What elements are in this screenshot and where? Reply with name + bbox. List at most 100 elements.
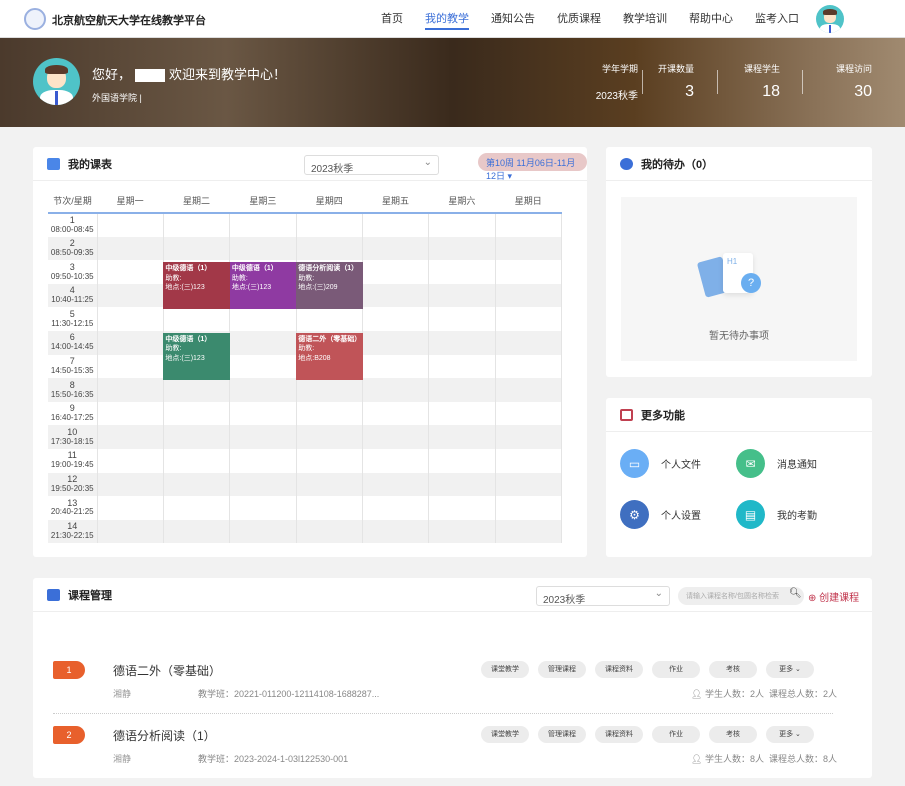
course-action-button[interactable]: 课程资料 (595, 661, 643, 678)
schedule-cell[interactable] (229, 401, 297, 426)
schedule-cell[interactable] (97, 378, 164, 402)
schedule-cell[interactable] (229, 330, 297, 355)
function-folder[interactable]: ▭ 个人文件 (620, 449, 701, 478)
course-action-button[interactable]: 课堂教学 (481, 661, 529, 678)
schedule-cell[interactable] (428, 307, 496, 331)
schedule-cell[interactable] (428, 354, 496, 379)
course-action-button[interactable]: 更多 ⌄ (766, 661, 814, 678)
schedule-cell[interactable] (428, 519, 496, 544)
course-action-button[interactable]: 更多 ⌄ (766, 726, 814, 743)
course-block[interactable]: 中级德语（1） 助教: 地点:(三)123 (163, 333, 230, 381)
schedule-cell[interactable] (362, 330, 430, 355)
schedule-cell[interactable] (296, 425, 363, 449)
course-action-button[interactable]: 考核 (709, 726, 757, 743)
schedule-cell[interactable] (229, 448, 297, 473)
schedule-cell[interactable] (428, 378, 496, 402)
schedule-cell[interactable] (362, 401, 430, 426)
schedule-cell[interactable] (97, 472, 164, 497)
schedule-cell[interactable] (495, 401, 563, 426)
schedule-cell[interactable] (362, 519, 430, 544)
schedule-cell[interactable] (495, 472, 563, 497)
schedule-cell[interactable] (495, 236, 563, 261)
course-title[interactable]: 德语二外（零基础） (113, 664, 222, 678)
schedule-cell[interactable] (495, 496, 563, 520)
schedule-cell[interactable] (296, 236, 363, 261)
course-action-button[interactable]: 课堂教学 (481, 726, 529, 743)
schedule-cell[interactable] (296, 378, 363, 402)
schedule-cell[interactable] (296, 401, 363, 426)
schedule-cell[interactable] (163, 213, 231, 237)
schedule-cell[interactable] (362, 213, 430, 237)
schedule-cell[interactable] (362, 425, 430, 449)
schedule-cell[interactable] (229, 472, 297, 497)
schedule-cell[interactable] (428, 236, 496, 261)
course-term-select[interactable]: 2023秋季 (536, 586, 670, 606)
course-action-button[interactable]: 作业 (652, 661, 700, 678)
schedule-cell[interactable] (362, 448, 430, 473)
schedule-cell[interactable] (428, 213, 496, 237)
schedule-cell[interactable] (362, 283, 430, 308)
course-block[interactable]: 德语分析阅读（1） 助教: 地点:(三)209 (296, 262, 363, 310)
schedule-cell[interactable] (495, 519, 563, 544)
schedule-cell[interactable] (428, 472, 496, 497)
schedule-cell[interactable] (97, 401, 164, 426)
schedule-cell[interactable] (229, 354, 297, 379)
schedule-cell[interactable] (428, 283, 496, 308)
schedule-cell[interactable] (163, 519, 231, 544)
schedule-cell[interactable] (362, 307, 430, 331)
schedule-cell[interactable] (97, 425, 164, 449)
schedule-cell[interactable] (495, 425, 563, 449)
schedule-cell[interactable] (495, 260, 563, 284)
schedule-cell[interactable] (495, 330, 563, 355)
schedule-cell[interactable] (97, 354, 164, 379)
schedule-cell[interactable] (163, 425, 231, 449)
schedule-cell[interactable] (229, 213, 297, 237)
schedule-cell[interactable] (362, 354, 430, 379)
schedule-cell[interactable] (163, 496, 231, 520)
nav-home[interactable]: 首页 (381, 13, 403, 25)
function-mail[interactable]: ✉ 消息通知 (736, 449, 817, 478)
schedule-cell[interactable] (97, 260, 164, 284)
nav-exam-proctor[interactable]: 监考入口 (755, 13, 799, 25)
schedule-cell[interactable] (163, 378, 231, 402)
course-block[interactable]: 中级德语（1） 助教: 地点:(三)123 (163, 262, 230, 310)
course-block[interactable]: 德语二外（零基础） 助教: 地点:B208 (296, 333, 363, 381)
schedule-cell[interactable] (163, 401, 231, 426)
course-search-input[interactable]: 请输入课程名称/包圆名称检索 (678, 587, 804, 605)
schedule-cell[interactable] (229, 236, 297, 261)
nav-quality-courses[interactable]: 优质课程 (557, 13, 601, 25)
schedule-cell[interactable] (97, 519, 164, 544)
schedule-cell[interactable] (362, 378, 430, 402)
course-action-button[interactable]: 管理课程 (538, 661, 586, 678)
course-action-button[interactable]: 考核 (709, 661, 757, 678)
schedule-cell[interactable] (362, 472, 430, 497)
schedule-cell[interactable] (428, 401, 496, 426)
schedule-cell[interactable] (296, 307, 363, 331)
schedule-cell[interactable] (362, 236, 430, 261)
course-action-button[interactable]: 课程资料 (595, 726, 643, 743)
schedule-cell[interactable] (97, 330, 164, 355)
schedule-cell[interactable] (495, 283, 563, 308)
week-picker[interactable]: 第10周 11月06日-11月12日 ▾ (478, 153, 587, 181)
schedule-cell[interactable] (428, 496, 496, 520)
schedule-cell[interactable] (296, 448, 363, 473)
user-avatar[interactable] (816, 5, 844, 33)
search-icon[interactable]: 🔍︎ (789, 588, 802, 599)
nav-notices[interactable]: 通知公告 (491, 13, 535, 25)
schedule-cell[interactable] (163, 236, 231, 261)
schedule-cell[interactable] (362, 496, 430, 520)
schedule-cell[interactable] (428, 448, 496, 473)
schedule-cell[interactable] (362, 260, 430, 284)
course-block[interactable]: 中级德语（1） 助教: 地点:(三)123 (229, 262, 297, 310)
schedule-cell[interactable] (495, 378, 563, 402)
schedule-cell[interactable] (495, 354, 563, 379)
schedule-cell[interactable] (229, 496, 297, 520)
schedule-cell[interactable] (296, 519, 363, 544)
term-select[interactable]: 2023秋季 (304, 155, 439, 175)
schedule-cell[interactable] (97, 496, 164, 520)
schedule-cell[interactable] (296, 496, 363, 520)
schedule-cell[interactable] (97, 448, 164, 473)
function-gear[interactable]: ⚙ 个人设置 (620, 500, 701, 529)
schedule-cell[interactable] (229, 519, 297, 544)
nav-my-teaching[interactable]: 我的教学 (425, 0, 469, 38)
